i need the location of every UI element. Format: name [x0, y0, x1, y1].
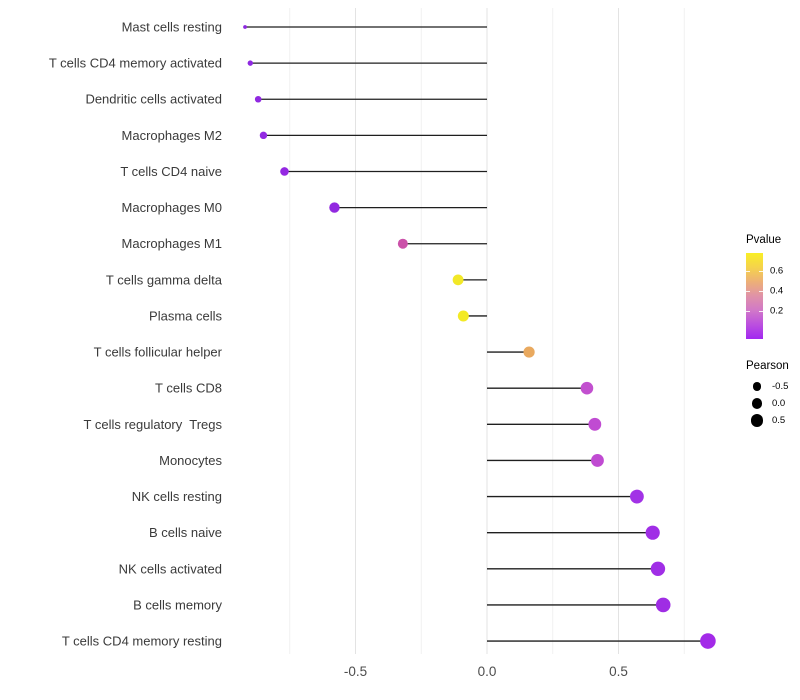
lollipop-dot — [457, 310, 469, 322]
lollipop-dot — [259, 131, 268, 140]
pearson-legend-dot — [751, 398, 763, 409]
pvalue-tickmark — [746, 270, 750, 272]
lollipop-dot — [655, 597, 671, 613]
legend-pearson-title: Pearson — [746, 360, 789, 372]
x-tick-label: -0.5 — [344, 664, 367, 679]
y-axis-label: T cells CD4 memory resting — [62, 634, 222, 649]
pvalue-tickmark — [746, 310, 750, 312]
lollipop-dot — [247, 60, 253, 66]
pearson-legend-item: -0.5 — [746, 378, 789, 395]
y-axis-label: NK cells activated — [119, 561, 222, 576]
pearson-legend-label: -0.5 — [772, 381, 789, 392]
legend-pvalue: Pvalue 0.6 0.4 0.2 — [746, 234, 784, 339]
y-axis-label: NK cells resting — [132, 489, 222, 504]
pearson-legend-label: 0.0 — [772, 398, 786, 409]
pvalue-tickmark — [746, 290, 750, 292]
x-tick-label: 0.5 — [609, 664, 628, 679]
lollipop-dot — [523, 346, 535, 358]
pearson-legend-label: 0.5 — [772, 415, 786, 426]
lollipop-dot — [588, 417, 602, 431]
lollipop-dot — [329, 202, 340, 213]
pvalue-tickmark — [759, 290, 763, 292]
y-axis-label: B cells memory — [133, 597, 222, 612]
pvalue-tick-label: 0.2 — [770, 305, 784, 317]
y-axis-label: T cells follicular helper — [94, 345, 223, 360]
lollipop-dot — [630, 489, 644, 504]
lollipop-dot — [645, 525, 660, 540]
lollipop-dot — [591, 454, 604, 467]
pearson-legend-dot — [750, 414, 764, 427]
y-axis-label: T cells CD8 — [155, 381, 222, 396]
y-axis-label: Macrophages M2 — [122, 128, 222, 143]
pearson-legend-item: 0.0 — [746, 395, 789, 412]
legend-pearson: Pearson -0.5 0.0 0.5 — [746, 360, 789, 429]
pearson-legend-item: 0.5 — [746, 412, 789, 429]
lollipop-dot — [280, 167, 289, 176]
lollipop-dot — [700, 633, 716, 649]
lollipop-dot — [650, 561, 666, 576]
lollipop-dot — [254, 95, 262, 103]
y-axis-label: Monocytes — [159, 453, 222, 468]
y-axis-label: T cells regulatory Tregs — [84, 417, 223, 432]
pvalue-tick-label: 0.4 — [770, 285, 784, 297]
y-axis-label: T cells CD4 naive — [120, 164, 222, 179]
pvalue-tickmark — [759, 270, 763, 272]
lollipop-dot — [452, 274, 464, 286]
y-axis-label: Macrophages M1 — [122, 236, 222, 251]
y-axis-label: T cells CD4 memory activated — [49, 56, 222, 71]
y-axis-label: Macrophages M0 — [122, 200, 222, 215]
y-axis-label: Mast cells resting — [122, 20, 222, 35]
y-axis-label: Dendritic cells activated — [85, 92, 222, 107]
x-tick-label: 0.0 — [478, 664, 497, 679]
pvalue-tick-label: 0.6 — [770, 265, 784, 277]
lollipop-dot — [580, 381, 594, 395]
pvalue-colorbar-wrap: 0.6 0.4 0.2 — [746, 253, 784, 339]
y-axis-label: Plasma cells — [149, 308, 222, 323]
pvalue-colorbar — [746, 253, 763, 339]
pvalue-tickmark — [759, 310, 763, 312]
lollipop-dot — [397, 238, 408, 249]
lollipop-dot — [243, 25, 247, 29]
legend-pvalue-title: Pvalue — [746, 234, 782, 246]
y-axis-label: T cells gamma delta — [106, 272, 223, 287]
pearson-legend-dot — [752, 382, 762, 391]
y-axis-label: B cells naive — [149, 525, 222, 540]
